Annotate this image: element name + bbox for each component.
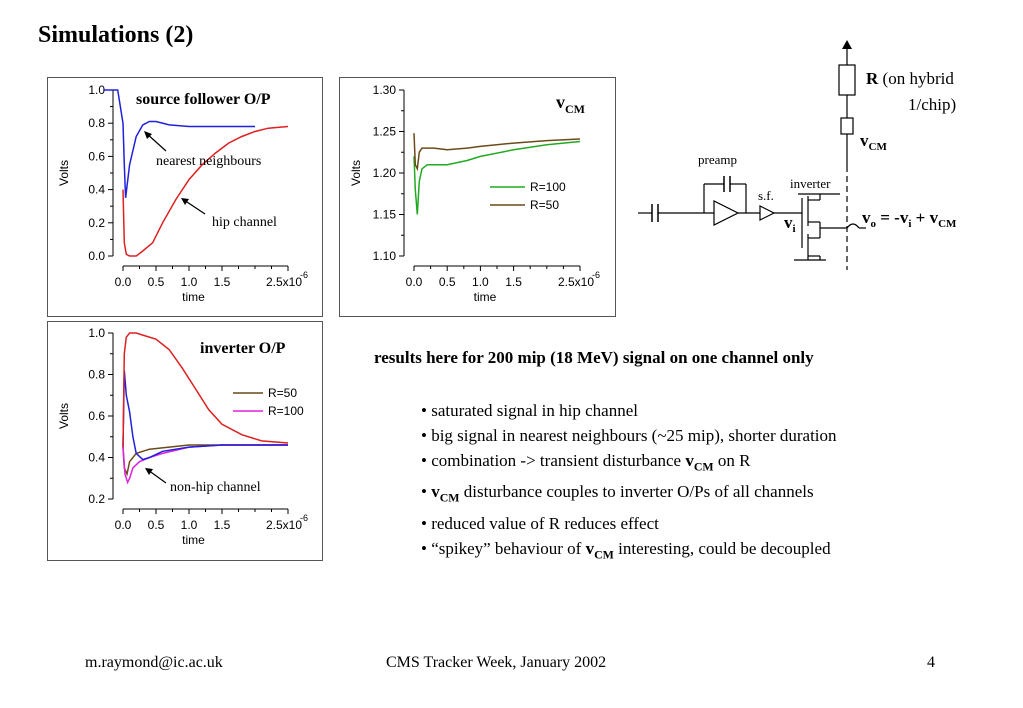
y-axis-label: Volts [57, 160, 71, 186]
legend-label-r50: R=50 [268, 386, 297, 400]
arrow-icon [181, 198, 189, 205]
bullet-item: • “spikey” behaviour of vCM interesting,… [421, 538, 831, 562]
bullet-item: • vCM disturbance couples to inverter O/… [421, 482, 814, 505]
x-tick-label: 1.5 [214, 275, 231, 289]
y-tick-label: 1.20 [373, 166, 397, 180]
legend-label-r100: R=100 [530, 180, 566, 194]
series-line-trace-0 [103, 89, 255, 198]
annotation-non-hip-channel: non-hip channel [170, 480, 261, 495]
x-tick-label: 2.5x10 [266, 518, 302, 532]
slide-title: Simulations (2) [38, 22, 194, 48]
resistor-r [838, 64, 856, 96]
arrow-icon [145, 468, 153, 475]
x-tick-label: 0.0 [115, 275, 132, 289]
circuit-diagram: R (on hybrid 1/chip) vCM preamp s.f. vi … [638, 40, 957, 270]
annotation-hip-channel: hip channel [212, 215, 277, 230]
source-follower-triangle [759, 205, 776, 221]
x-axis-label: time [474, 290, 497, 304]
x-exponent: -6 [592, 270, 600, 280]
series-line-r-100 [413, 140, 581, 215]
preamp-triangle [713, 200, 740, 226]
y-tick-label: 0.8 [88, 116, 105, 130]
y-tick-label: 1.25 [373, 125, 397, 139]
y-tick-label: 0.6 [88, 149, 105, 163]
vcm-label: vCM [860, 131, 887, 153]
bullet-item: • saturated signal in hip channel [421, 401, 638, 420]
r-note: 1/chip) [908, 95, 956, 114]
inverter-transistors [794, 193, 866, 261]
chart-inverter: 1.0 0.8 0.6 0.4 0.2 0.0 0.5 1.0 1.5 2.5x10-6 time V… [57, 326, 308, 547]
legend-label-r100: R=100 [268, 404, 304, 418]
series-line-trace-1 [122, 125, 289, 257]
y-tick-label: 1.10 [373, 249, 397, 263]
x-tick-label: 1.0 [181, 275, 198, 289]
annotation-arrow [147, 469, 167, 484]
chart-source-follower: 1.0 0.8 0.6 0.4 0.2 0.0 0.0 0.5 1.0 1.5 2.5x10-6 ti… [57, 83, 308, 304]
chart-title: source follower O/P [136, 91, 271, 108]
y-tick-label: 0.8 [88, 368, 105, 382]
x-tick-label: 0.5 [148, 275, 165, 289]
bullet-item: • reduced value of R reduces effect [421, 513, 659, 533]
x-axis-label: time [182, 290, 205, 304]
bullet-item: • combination -> transient disturbance v… [421, 451, 751, 474]
y-tick-label: 0.0 [88, 249, 105, 263]
arrow-up-icon [842, 40, 852, 49]
x-tick-label: 2.5x10 [266, 275, 302, 289]
y-tick-label: 0.4 [88, 451, 105, 465]
y-tick-label: 0.2 [88, 492, 105, 506]
x-tick-label: 1.5 [505, 275, 522, 289]
bullet-item: • big signal in nearest neighbours (~25 … [421, 426, 837, 445]
y-tick-label: 0.4 [88, 183, 105, 197]
chart-source-follower-panel: 1.0 0.8 0.6 0.4 0.2 0.0 0.0 0.5 1.0 1.5 2.5x10 -6 ti… [47, 77, 323, 317]
annotation-arrow [183, 199, 206, 215]
series-line-trace-3 [122, 332, 289, 448]
x-tick-label: 0.5 [439, 275, 456, 289]
vcm-node-box [840, 117, 854, 135]
chart-title: inverter O/P [200, 340, 286, 357]
x-tick-label: 0.0 [115, 518, 132, 532]
x-tick-label: 1.0 [472, 275, 489, 289]
x-tick-label: 1.5 [214, 518, 231, 532]
x-tick-label: 0.0 [406, 275, 423, 289]
footer-email: m.raymond@ic.ac.uk [85, 654, 223, 671]
x-exponent: -6 [300, 270, 308, 280]
x-axis-label: time [182, 533, 205, 547]
preamp-label: preamp [698, 152, 737, 167]
y-tick-label: 1.15 [373, 208, 397, 222]
footer-event: CMS Tracker Week, January 2002 [386, 654, 607, 671]
series-line-trace-2 [122, 370, 288, 461]
legend-label-r50: R=50 [530, 198, 559, 212]
inverter-label: inverter [790, 176, 831, 191]
y-axis-label: Volts [349, 160, 363, 186]
output-equation: vo = -vi + vCM [862, 208, 957, 230]
chart-title: vCM [556, 92, 585, 116]
x-tick-label: 0.5 [148, 518, 165, 532]
results-heading: results here for 200 mip (18 MeV) signal… [374, 348, 814, 367]
footer-page-number: 4 [927, 654, 935, 671]
y-tick-label: 0.2 [88, 216, 105, 230]
vi-label: vi [784, 213, 796, 235]
sf-label: s.f. [758, 188, 774, 203]
y-tick-label: 1.30 [373, 83, 397, 97]
x-tick-label: 1.0 [181, 518, 198, 532]
annotation-nearest-neighbours: nearest neighbours [156, 154, 261, 169]
chart-inverter-panel: 1.0 0.8 0.6 0.4 0.2 0.0 0.5 1.0 1.5 2.5x10 -6 time V… [47, 321, 323, 561]
series-line-r-100 [122, 444, 288, 485]
bullet-list: • saturated signal in hip channel • big … [421, 398, 837, 567]
r-label: R (on hybrid [866, 69, 954, 88]
y-tick-label: 1.0 [88, 326, 105, 340]
chart-vcm-panel: 1.30 1.25 1.20 1.15 1.10 0.0 0.5 1.0 1.5 2.5x10 -6… [339, 77, 616, 317]
x-exponent: -6 [300, 513, 308, 523]
y-tick-label: 1.0 [88, 83, 105, 97]
y-axis-label: Volts [57, 403, 71, 429]
y-tick-label: 0.6 [88, 409, 105, 423]
x-tick-label: 2.5x10 [558, 275, 594, 289]
arrow-icon [144, 131, 152, 139]
series-line-r-50 [413, 133, 581, 172]
chart-vcm: 1.30 1.25 1.20 1.15 1.10 0.0 0.5 1.0 1.5 2.5x10-6… [349, 83, 600, 304]
